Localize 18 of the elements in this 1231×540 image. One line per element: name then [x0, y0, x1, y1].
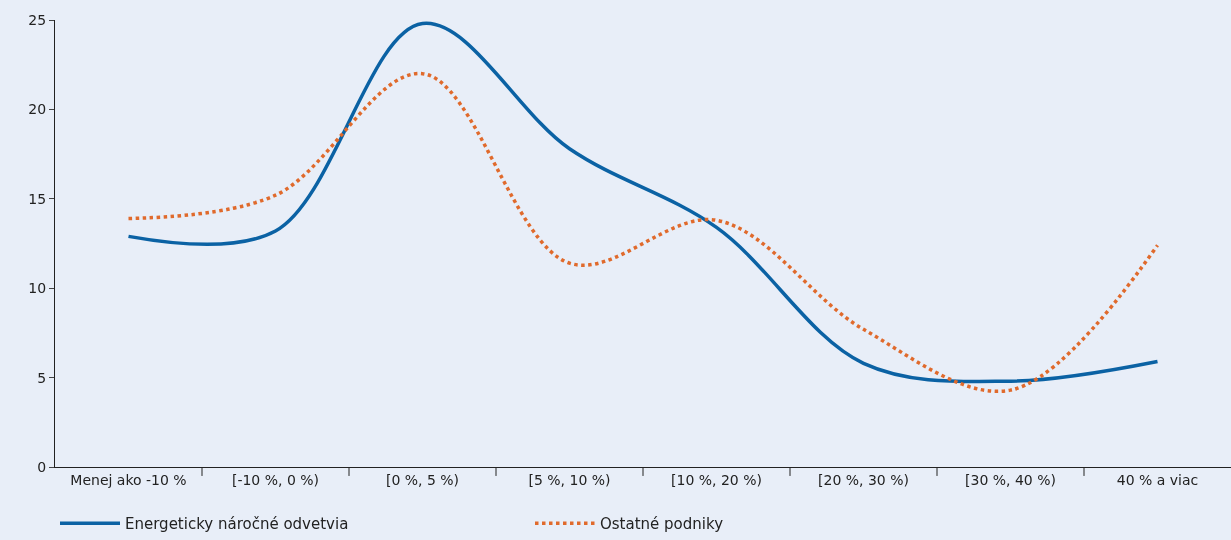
- legend-label: Ostatné podniky: [600, 515, 724, 534]
- y-tick-label: 10: [28, 280, 47, 297]
- y-tick-label: 0: [37, 458, 47, 475]
- y-tick-label: 20: [28, 101, 47, 118]
- line-series: [126, 71, 1160, 393]
- x-tick-label: [30 %, 40 %): [965, 471, 1056, 488]
- x-tick-label: Menej ako -10 %: [70, 471, 187, 488]
- x-tick-label: [0 %, 5 %): [385, 471, 460, 488]
- legend-label: Energeticky náročné odvetvia: [125, 515, 349, 534]
- y-tick-label: 25: [28, 11, 47, 28]
- line-series: [126, 21, 1160, 384]
- x-tick-label: [10 %, 20 %): [671, 471, 762, 488]
- x-tick-label: [20 %, 30 %): [818, 471, 909, 488]
- y-tick-label: 5: [37, 369, 47, 386]
- y-tick-label: 15: [28, 190, 47, 207]
- x-tick-label: [5 %, 10 %): [528, 471, 611, 488]
- x-tick-label: [-10 %, 0 %): [231, 471, 320, 488]
- x-tick-label: 40 % a viac: [1116, 471, 1199, 488]
